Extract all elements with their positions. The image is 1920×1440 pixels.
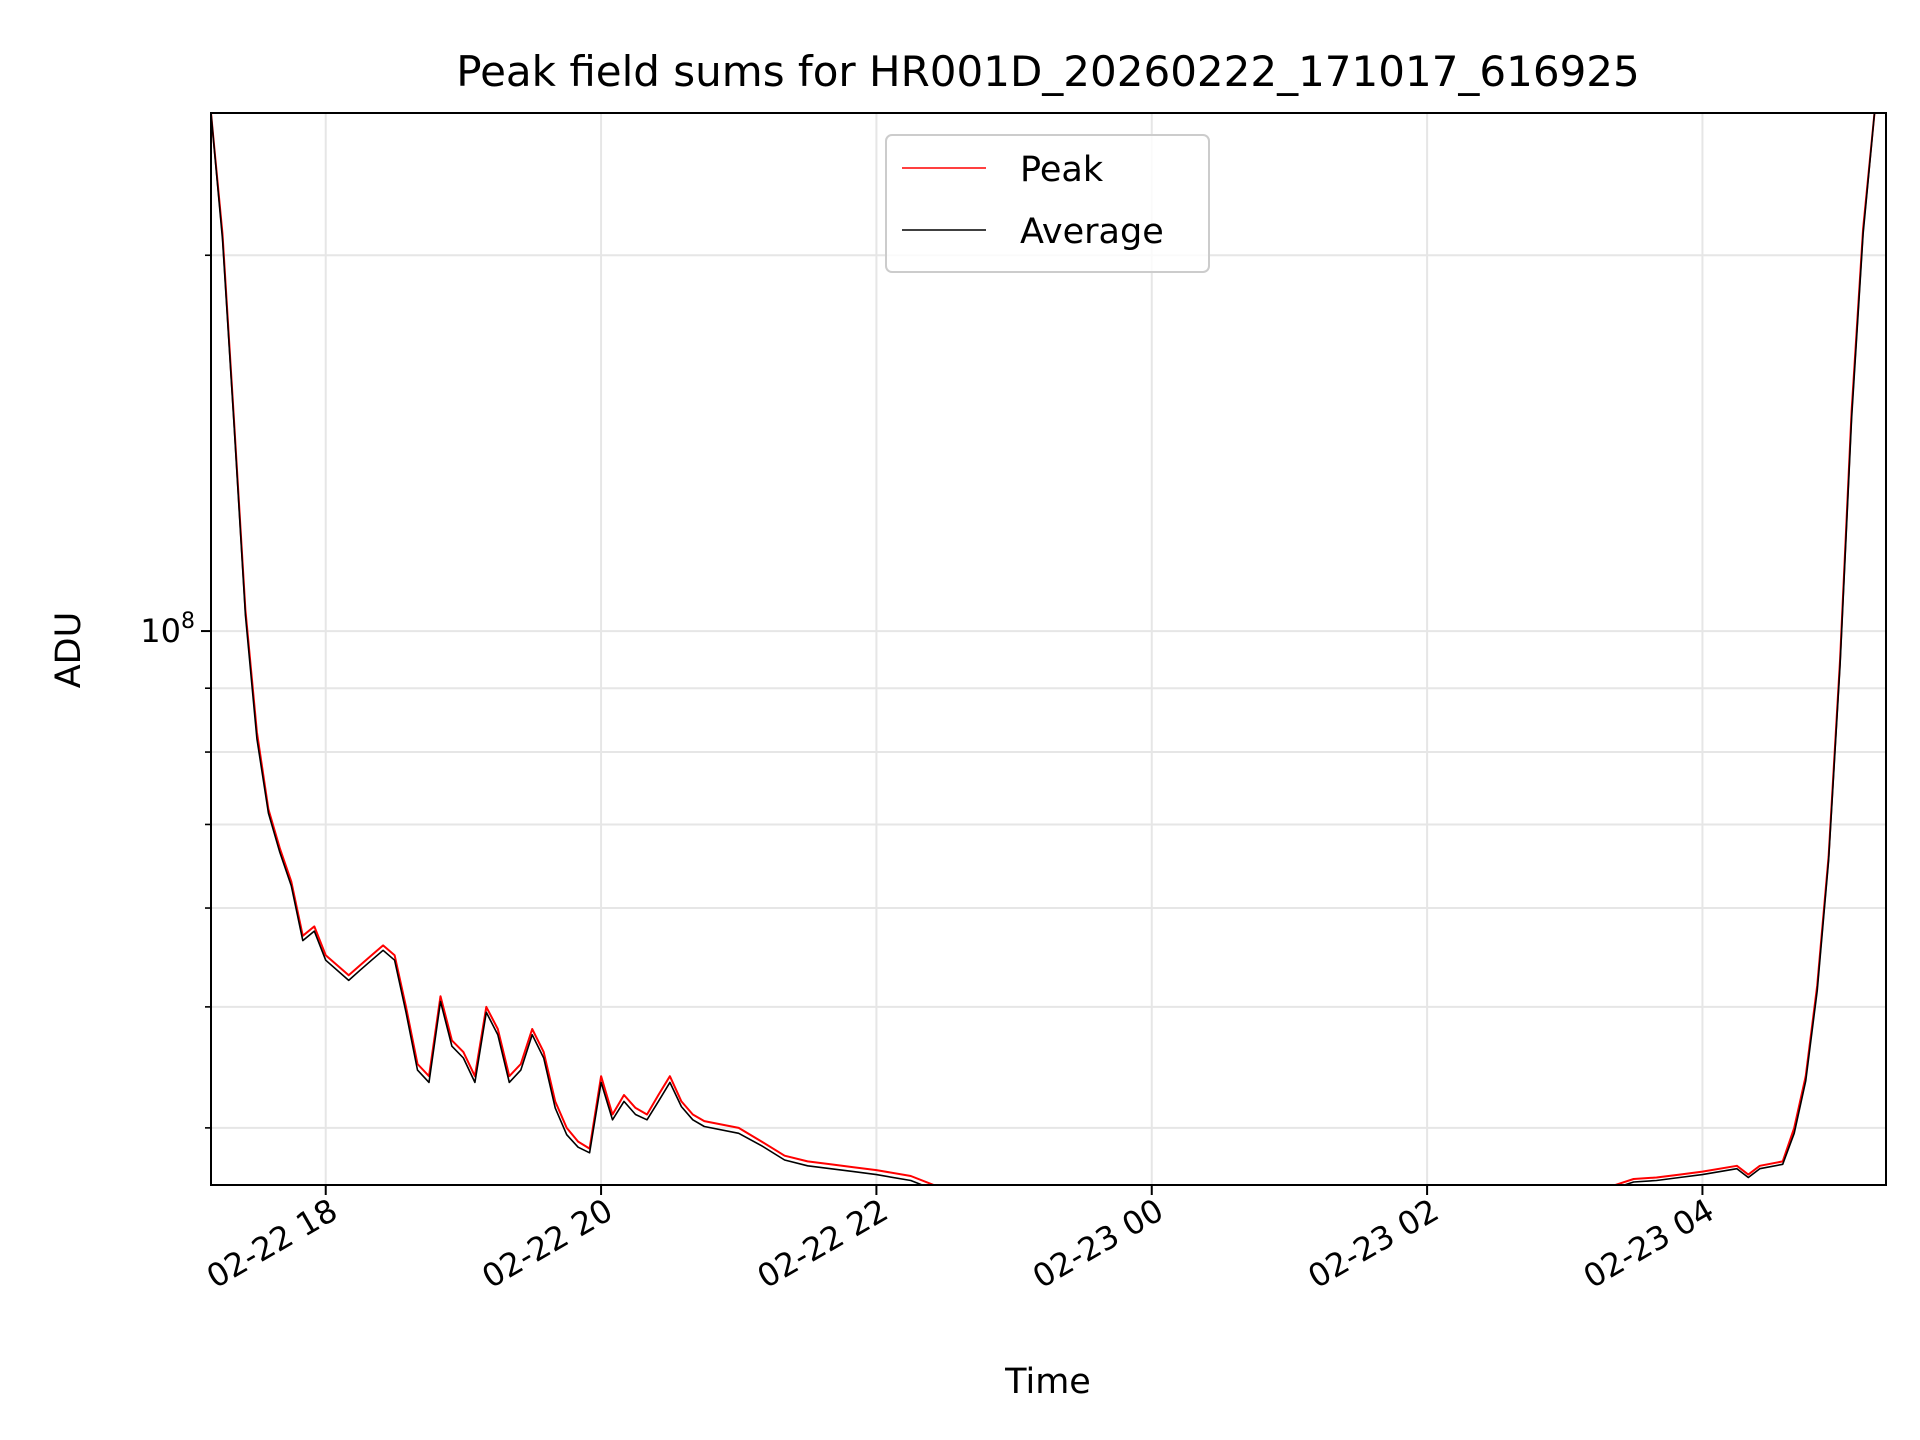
x-axis-label: Time (1004, 1362, 1091, 1402)
series-line-peak (211, 113, 1876, 1185)
legend-label-peak: Peak (1020, 150, 1104, 190)
y-tick-label-exponent: 8 (181, 609, 195, 634)
legend: Peak Average (885, 134, 1210, 273)
y-axis-label: ADU (49, 612, 89, 689)
axes-frame (210, 112, 1887, 1186)
axis-ticks (201, 254, 1704, 1195)
y-tick-label-base: 10 (140, 612, 181, 650)
series-line-average (211, 113, 1876, 1185)
legend-box (885, 134, 1210, 273)
chart-title: Peak field sums for HR001D_20260222_1710… (456, 47, 1640, 96)
grid (211, 113, 1886, 1185)
y-tick-label: 108 (140, 609, 195, 650)
plot-area (211, 113, 1876, 1185)
legend-label-average: Average (1020, 212, 1164, 252)
